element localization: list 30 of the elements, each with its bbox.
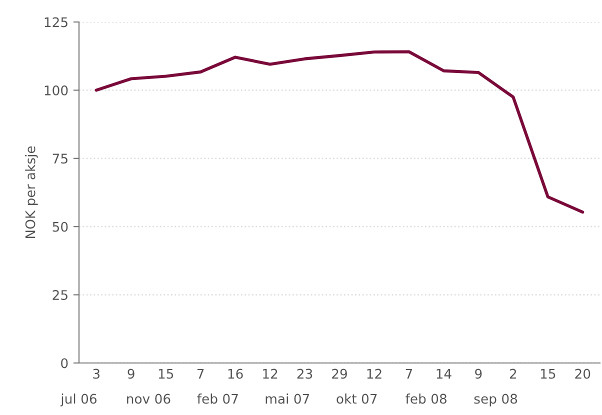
x-tick-label: 7 [197,368,204,379]
x-tick-label: 29 [332,368,347,379]
text: okt 07 [336,394,377,404]
x-tick-label: 16 [228,368,243,379]
x-tick-label: 3 [93,368,100,379]
x-tick-label: 23 [297,368,312,379]
text: feb 08 [406,394,446,404]
x-tick-label: 9 [475,368,482,379]
text: nov 06 [127,394,170,404]
x-tick-label: 2 [510,368,516,379]
y-tick-label: 125 [44,17,68,28]
line-series [94,50,584,214]
text: feb 07 [197,394,238,404]
y-axis-title: NOK per aksje [25,146,38,238]
x-tick-label: 20 [575,368,590,379]
x-tick-label: 7 [406,368,412,379]
x-tick-label: 12 [263,368,278,379]
x-tick-label: 12 [367,368,382,379]
x-tick-label: 14 [436,368,452,379]
text: jul 06 [60,394,97,406]
y-tick-label: 75 [52,154,68,164]
text: mai 07 [266,394,310,404]
y-tick-label: 100 [44,85,68,96]
x-tick-label: 15 [158,368,174,379]
y-tick-label: 0 [61,358,68,368]
y-tick-label: 25 [52,290,68,300]
text: sep 08 [474,394,518,406]
x-tick-label: 9 [128,368,134,379]
x-tick-label: 15 [540,368,556,379]
y-tick-label: 50 [52,222,68,232]
